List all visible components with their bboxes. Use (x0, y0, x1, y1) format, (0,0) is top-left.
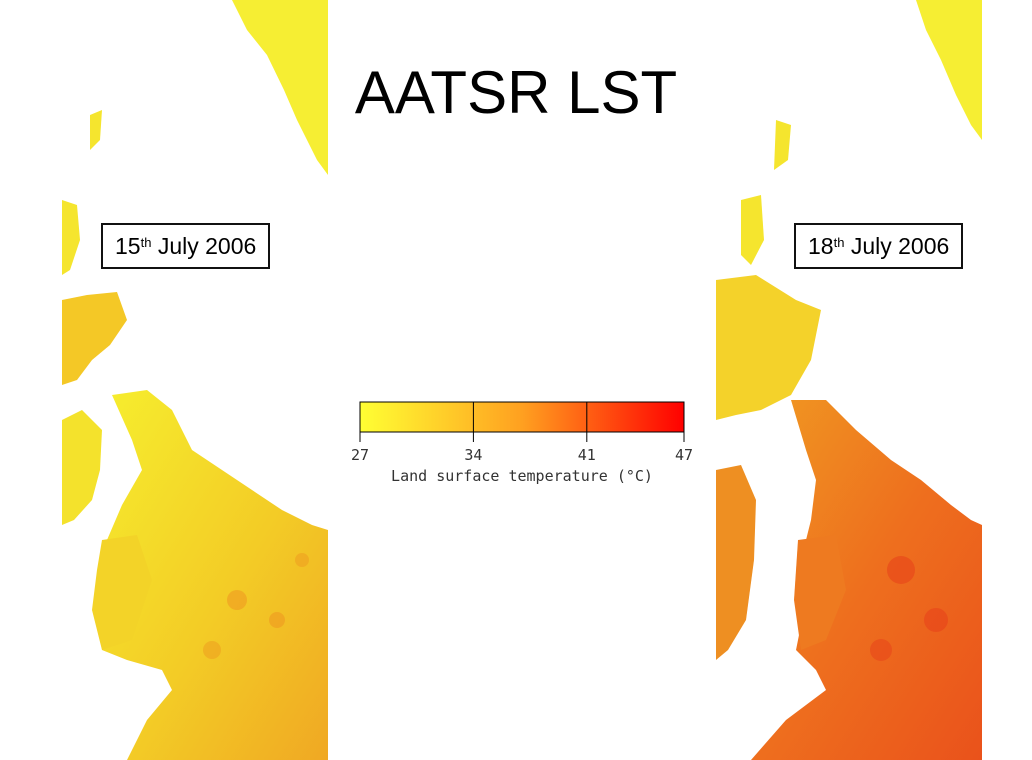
date-label-left: 15th July 2006 (101, 223, 271, 269)
ireland-landmass (62, 410, 102, 525)
scotland-islands (62, 200, 80, 275)
date-day: 18 (808, 233, 834, 259)
colorbar-tick-label: 27 (351, 446, 369, 464)
date-rest: July 2006 (151, 233, 257, 259)
page-title: AATSR LST (354, 59, 678, 126)
england-landmass (751, 400, 982, 760)
wales-landmass (794, 535, 846, 650)
norway-landmass (916, 0, 982, 140)
date-suffix: th (833, 235, 845, 250)
uk-map-right (716, 0, 982, 760)
uk-map-left (62, 0, 328, 760)
date-label-right: 18th July 2006 (794, 223, 964, 269)
scotland-islands (741, 195, 764, 265)
ireland-landmass (716, 465, 756, 660)
scotland-landmass (62, 292, 127, 385)
colorbar-tick-label: 41 (578, 446, 596, 464)
colorbar-label: Land surface temperature (°C) (391, 467, 653, 485)
date-suffix: th (140, 235, 152, 250)
colorbar-graphic: 27 34 41 47 Land surface temperature (°C) (351, 401, 693, 485)
colorbar-tick-label: 34 (464, 446, 482, 464)
map-15-july (62, 0, 328, 760)
date-rest: July 2006 (844, 233, 950, 259)
date-day: 15 (115, 233, 141, 259)
england-landmass (100, 390, 328, 760)
colorbar-ticks: 27 34 41 47 (351, 402, 693, 464)
wales-landmass (92, 535, 152, 650)
colorbar-gradient (359, 401, 685, 433)
norway-landmass (232, 0, 328, 175)
colorbar-tick-label: 47 (675, 446, 693, 464)
colorbar: 27 34 41 47 Land surface temperature (°C) (340, 380, 710, 500)
map-18-july (716, 0, 982, 760)
scotland-landmass (716, 275, 821, 420)
